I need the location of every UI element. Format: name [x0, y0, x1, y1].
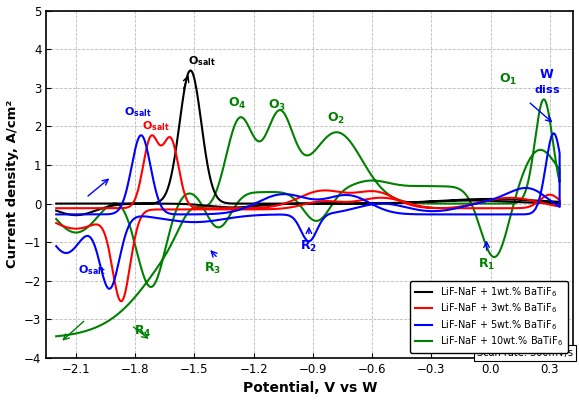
Text: $\mathbf{O_4}$: $\mathbf{O_4}$	[228, 96, 246, 111]
Text: $\mathbf{O_2}$: $\mathbf{O_2}$	[328, 111, 346, 126]
Text: $\mathbf{O_{salt}}$: $\mathbf{O_{salt}}$	[78, 263, 105, 277]
Text: $\mathbf{O_1}$: $\mathbf{O_1}$	[499, 72, 518, 87]
Text: $\mathbf{R_4}$: $\mathbf{R_4}$	[134, 324, 152, 339]
Text: $\mathbf{O_{salt}}$: $\mathbf{O_{salt}}$	[189, 54, 216, 68]
Text: Scan rate: 300mV/s: Scan rate: 300mV/s	[477, 348, 573, 358]
Text: $\mathbf{R_3}$: $\mathbf{R_3}$	[204, 261, 221, 276]
Legend: LiF-NaF + 1wt.% BaTiF$_6$, LiF-NaF + 3wt.% BaTiF$_6$, LiF-NaF + 5wt.% BaTiF$_6$,: LiF-NaF + 1wt.% BaTiF$_6$, LiF-NaF + 3wt…	[410, 281, 568, 353]
Text: $\mathbf{diss}$: $\mathbf{diss}$	[533, 83, 560, 95]
Text: $\mathbf{R_1}$: $\mathbf{R_1}$	[478, 257, 495, 272]
Y-axis label: Current density, A/cm²: Current density, A/cm²	[6, 100, 19, 268]
Text: $\mathbf{O_{salt}}$: $\mathbf{O_{salt}}$	[124, 105, 152, 119]
Text: $\mathbf{O_{salt}}$: $\mathbf{O_{salt}}$	[142, 119, 170, 133]
Text: $\mathbf{O_3}$: $\mathbf{O_3}$	[268, 98, 287, 113]
X-axis label: Potential, V vs W: Potential, V vs W	[243, 381, 377, 395]
Text: $\mathbf{W}$: $\mathbf{W}$	[539, 68, 555, 81]
Text: $\mathbf{R_2}$: $\mathbf{R_2}$	[301, 239, 317, 254]
